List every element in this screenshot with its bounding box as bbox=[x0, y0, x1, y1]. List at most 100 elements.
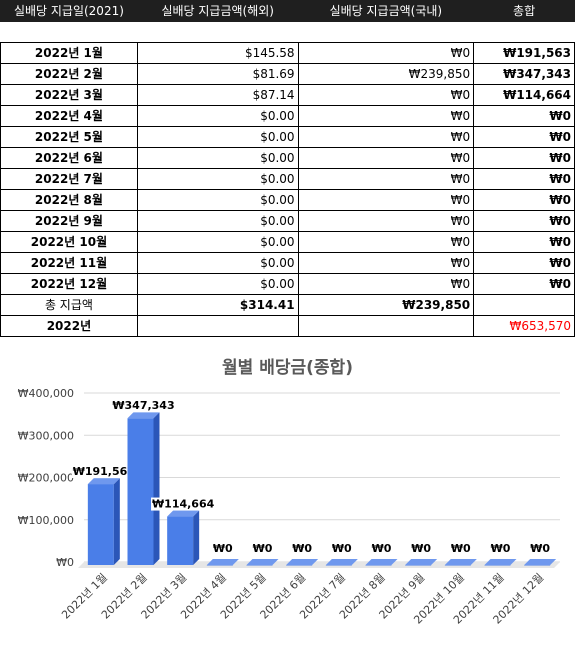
header-domestic-amount[interactable]: 실배당 지급금액(국내) bbox=[297, 0, 475, 22]
bar-top bbox=[206, 559, 239, 565]
summary-domestic[interactable]: ₩239,850 bbox=[297, 294, 475, 316]
bar bbox=[524, 565, 551, 566]
total-cell[interactable]: ₩0 bbox=[473, 126, 575, 148]
table-row: 2022년 10월 $0.00 ₩0 ₩0 bbox=[0, 231, 575, 253]
data-label: ₩0 bbox=[292, 542, 312, 555]
foreign-amount-cell[interactable]: $0.00 bbox=[136, 210, 299, 232]
total-cell[interactable]: ₩114,664 bbox=[473, 84, 575, 106]
domestic-amount-cell[interactable]: ₩0 bbox=[297, 147, 475, 169]
table-row: 2022년 9월 $0.00 ₩0 ₩0 bbox=[0, 210, 575, 232]
bar-side bbox=[113, 478, 120, 565]
total-cell[interactable]: ₩0 bbox=[473, 147, 575, 169]
month-cell[interactable]: 2022년 11월 bbox=[0, 252, 138, 274]
domestic-amount-cell[interactable]: ₩0 bbox=[297, 210, 475, 232]
bar-top bbox=[365, 559, 398, 565]
foreign-amount-cell[interactable]: $0.00 bbox=[136, 189, 299, 211]
total-cell[interactable]: ₩0 bbox=[473, 210, 575, 232]
total-cell[interactable]: ₩0 bbox=[473, 189, 575, 211]
domestic-amount-cell[interactable]: ₩0 bbox=[297, 126, 475, 148]
domestic-amount-cell[interactable]: ₩239,850 bbox=[297, 63, 475, 85]
bar-side bbox=[193, 510, 200, 565]
table-row: 2022년 4월 $0.00 ₩0 ₩0 bbox=[0, 105, 575, 127]
y-tick-label: ₩0 bbox=[56, 556, 74, 569]
data-label: ₩0 bbox=[530, 542, 550, 555]
header-total[interactable]: 총합 bbox=[473, 0, 575, 22]
month-cell[interactable]: 2022년 10월 bbox=[0, 231, 138, 253]
bar-top bbox=[444, 559, 477, 565]
domestic-amount-cell[interactable]: ₩0 bbox=[297, 189, 475, 211]
bar bbox=[206, 565, 233, 566]
domestic-amount-cell[interactable]: ₩0 bbox=[297, 273, 475, 295]
month-cell[interactable]: 2022년 5월 bbox=[0, 126, 138, 148]
month-cell[interactable]: 2022년 8월 bbox=[0, 189, 138, 211]
domestic-amount-cell[interactable]: ₩0 bbox=[297, 252, 475, 274]
month-cell[interactable]: 2022년 4월 bbox=[0, 105, 138, 127]
bar-top bbox=[127, 412, 160, 419]
domestic-amount-cell[interactable]: ₩0 bbox=[297, 42, 475, 64]
bar bbox=[405, 565, 432, 566]
data-label: ₩0 bbox=[411, 542, 431, 555]
domestic-amount-cell[interactable]: ₩0 bbox=[297, 231, 475, 253]
foreign-amount-cell[interactable]: $0.00 bbox=[136, 252, 299, 274]
month-cell[interactable]: 2022년 2월 bbox=[0, 63, 138, 85]
foreign-amount-cell[interactable]: $87.14 bbox=[136, 84, 299, 106]
data-label: ₩114,664 bbox=[152, 498, 215, 511]
foreign-amount-cell[interactable]: $0.00 bbox=[136, 273, 299, 295]
blank-row bbox=[1, 22, 575, 43]
total-cell[interactable]: ₩191,563 bbox=[473, 42, 575, 64]
total-cell[interactable]: ₩0 bbox=[473, 273, 575, 295]
month-cell[interactable]: 2022년 9월 bbox=[0, 210, 138, 232]
foreign-amount-cell[interactable]: $0.00 bbox=[136, 168, 299, 190]
table-row: 2022년 8월 $0.00 ₩0 ₩0 bbox=[0, 189, 575, 211]
bar bbox=[365, 565, 392, 566]
month-cell[interactable]: 2022년 1월 bbox=[0, 42, 138, 64]
data-label-bg bbox=[71, 465, 136, 479]
table-row: 2022년 7월 $0.00 ₩0 ₩0 bbox=[0, 168, 575, 190]
foreign-amount-cell[interactable]: $0.00 bbox=[136, 147, 299, 169]
chart-plot: ₩0 ₩100,000 ₩200,000 ₩300,000 ₩400,000 ₩191,5… bbox=[18, 387, 560, 627]
data-label: ₩0 bbox=[372, 542, 392, 555]
total-cell[interactable]: ₩347,343 bbox=[473, 63, 575, 85]
bar-top bbox=[405, 559, 438, 565]
bar bbox=[444, 565, 471, 566]
domestic-amount-cell[interactable]: ₩0 bbox=[297, 168, 475, 190]
data-label: ₩0 bbox=[332, 542, 352, 555]
y-tick-label: ₩200,000 bbox=[18, 472, 74, 485]
total-cell[interactable]: ₩0 bbox=[473, 168, 575, 190]
domestic-amount-cell[interactable]: ₩0 bbox=[297, 84, 475, 106]
y-tick-label: ₩400,000 bbox=[18, 387, 74, 400]
data-label: ₩347,343 bbox=[112, 399, 174, 412]
header-row: 실배당 지급일(2021) 실배당 지급금액(해외) 실배당 지급금액(국내) … bbox=[0, 0, 575, 22]
bar-side bbox=[153, 412, 160, 565]
bar-top bbox=[246, 559, 279, 565]
bar-top bbox=[286, 559, 319, 565]
month-cell[interactable]: 2022년 6월 bbox=[0, 147, 138, 169]
foreign-amount-cell[interactable]: $81.69 bbox=[136, 63, 299, 85]
year-label[interactable]: 2022년 bbox=[0, 315, 138, 337]
bar-top bbox=[325, 559, 358, 565]
month-cell[interactable]: 2022년 3월 bbox=[0, 84, 138, 106]
summary-label[interactable]: 총 지급액 bbox=[0, 294, 138, 316]
year-domestic-cell[interactable] bbox=[297, 315, 475, 337]
month-cell[interactable]: 2022년 7월 bbox=[0, 168, 138, 190]
total-cell[interactable]: ₩0 bbox=[473, 105, 575, 127]
summary-foreign[interactable]: $314.41 bbox=[136, 294, 299, 316]
domestic-amount-cell[interactable]: ₩0 bbox=[297, 105, 475, 127]
foreign-amount-cell[interactable]: $0.00 bbox=[136, 231, 299, 253]
total-cell[interactable]: ₩0 bbox=[473, 231, 575, 253]
foreign-amount-cell[interactable]: $0.00 bbox=[136, 126, 299, 148]
month-cell[interactable]: 2022년 12월 bbox=[0, 273, 138, 295]
foreign-amount-cell[interactable]: $0.00 bbox=[136, 105, 299, 127]
dividend-table: 실배당 지급일(2021) 실배당 지급금액(해외) 실배당 지급금액(국내) … bbox=[0, 0, 575, 337]
monthly-dividend-chart[interactable]: 월별 배당금(종합) ₩0 ₩100,000 ₩200,000 ₩300,000 ₩40… bbox=[0, 345, 575, 645]
header-pay-date[interactable]: 실배당 지급일(2021) bbox=[0, 0, 138, 22]
year-foreign-cell[interactable] bbox=[136, 315, 299, 337]
header-foreign-amount[interactable]: 실배당 지급금액(해외) bbox=[136, 0, 299, 22]
grand-total[interactable]: ₩653,570 bbox=[473, 315, 575, 337]
bar-top bbox=[167, 510, 200, 517]
summary-total[interactable] bbox=[473, 294, 575, 316]
y-tick-label: ₩300,000 bbox=[18, 429, 74, 442]
total-cell[interactable]: ₩0 bbox=[473, 252, 575, 274]
bar-top bbox=[87, 478, 120, 485]
foreign-amount-cell[interactable]: $145.58 bbox=[136, 42, 299, 64]
